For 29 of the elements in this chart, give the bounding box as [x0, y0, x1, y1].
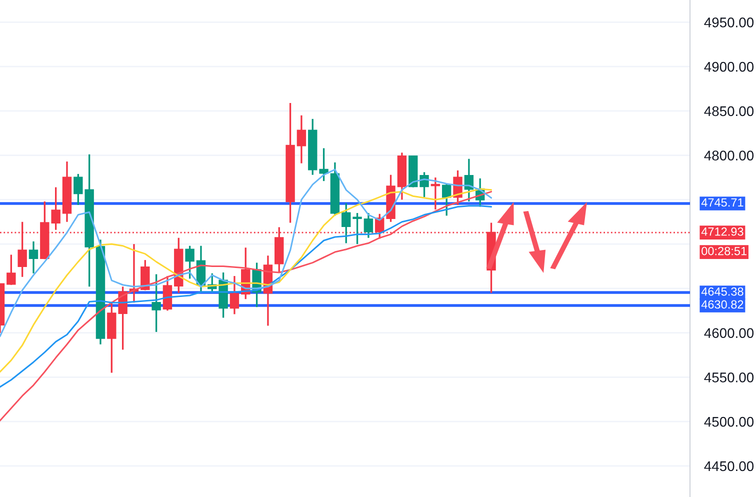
- candlestick: [364, 212, 374, 239]
- candlestick: [6, 254, 16, 286]
- y-tick-label: 4450.00: [704, 461, 754, 472]
- candlestick: [352, 212, 362, 245]
- ref-line-label: 4712.93: [701, 227, 744, 236]
- candlestick: [296, 114, 306, 164]
- line-series: [0, 168, 492, 338]
- y-tick-label: 4800.00: [704, 150, 754, 160]
- candlestick: [430, 176, 440, 210]
- candlestick: [420, 171, 429, 198]
- candlestick: [230, 275, 240, 316]
- ref-line-label: 4630.82: [701, 300, 744, 309]
- ref-line-label: 4745.71: [701, 198, 744, 207]
- y-tick-label: 4900.00: [704, 62, 754, 72]
- y-tick-label: 4850.00: [704, 106, 754, 116]
- candlestick: [28, 240, 38, 274]
- candlestick: [442, 182, 452, 216]
- candlestick: [319, 147, 328, 182]
- y-tick-label: 4600.00: [704, 328, 754, 338]
- y-tick-label: 4950.00: [704, 18, 754, 28]
- line-series: [0, 205, 492, 388]
- y-tick-label: 4550.00: [704, 372, 754, 382]
- candlestick: [152, 273, 161, 333]
- text: 00:28:51: [702, 246, 746, 256]
- candlestick: [162, 275, 172, 312]
- candlestick: [185, 245, 194, 280]
- ref-line-label: 4645.38: [701, 287, 744, 296]
- y-tick-label: 4500.00: [704, 416, 754, 427]
- candlestick: [342, 202, 351, 244]
